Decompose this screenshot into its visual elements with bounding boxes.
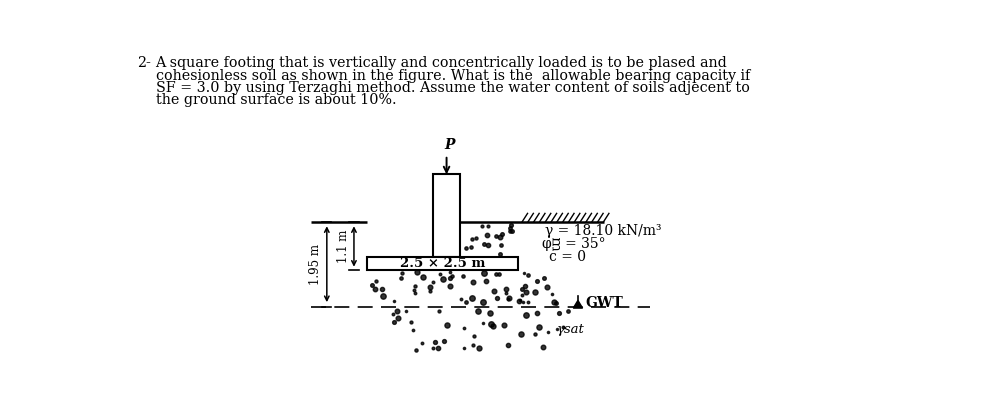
Text: 1.95 m: 1.95 m bbox=[310, 244, 323, 285]
Text: SF = 3.0 by using Terzaghi method. Assume the water content of soils adjecent to: SF = 3.0 by using Terzaghi method. Assum… bbox=[155, 81, 750, 95]
Text: 2.5 × 2.5 m: 2.5 × 2.5 m bbox=[400, 257, 485, 270]
Text: P: P bbox=[445, 138, 455, 152]
Text: γ = 18.10 kN/m³: γ = 18.10 kN/m³ bbox=[545, 224, 662, 238]
Text: the ground surface is about 10%.: the ground surface is about 10%. bbox=[155, 93, 397, 107]
Text: 2-: 2- bbox=[137, 56, 151, 70]
Bar bbox=[367, 256, 519, 271]
Polygon shape bbox=[574, 301, 583, 308]
Text: cohesionless soil as shown in the figure. What is the  allowable bearing capacit: cohesionless soil as shown in the figure… bbox=[155, 68, 750, 83]
Text: c = 0: c = 0 bbox=[549, 250, 586, 264]
Text: GWT: GWT bbox=[585, 296, 624, 311]
Text: 1.1 m: 1.1 m bbox=[338, 229, 350, 263]
Text: γsat: γsat bbox=[557, 324, 584, 337]
Text: φᴟ = 35°: φᴟ = 35° bbox=[541, 237, 605, 251]
Bar bbox=[433, 174, 461, 256]
Text: A square footing that is vertically and concentrically loaded is to be plased an: A square footing that is vertically and … bbox=[155, 56, 727, 70]
